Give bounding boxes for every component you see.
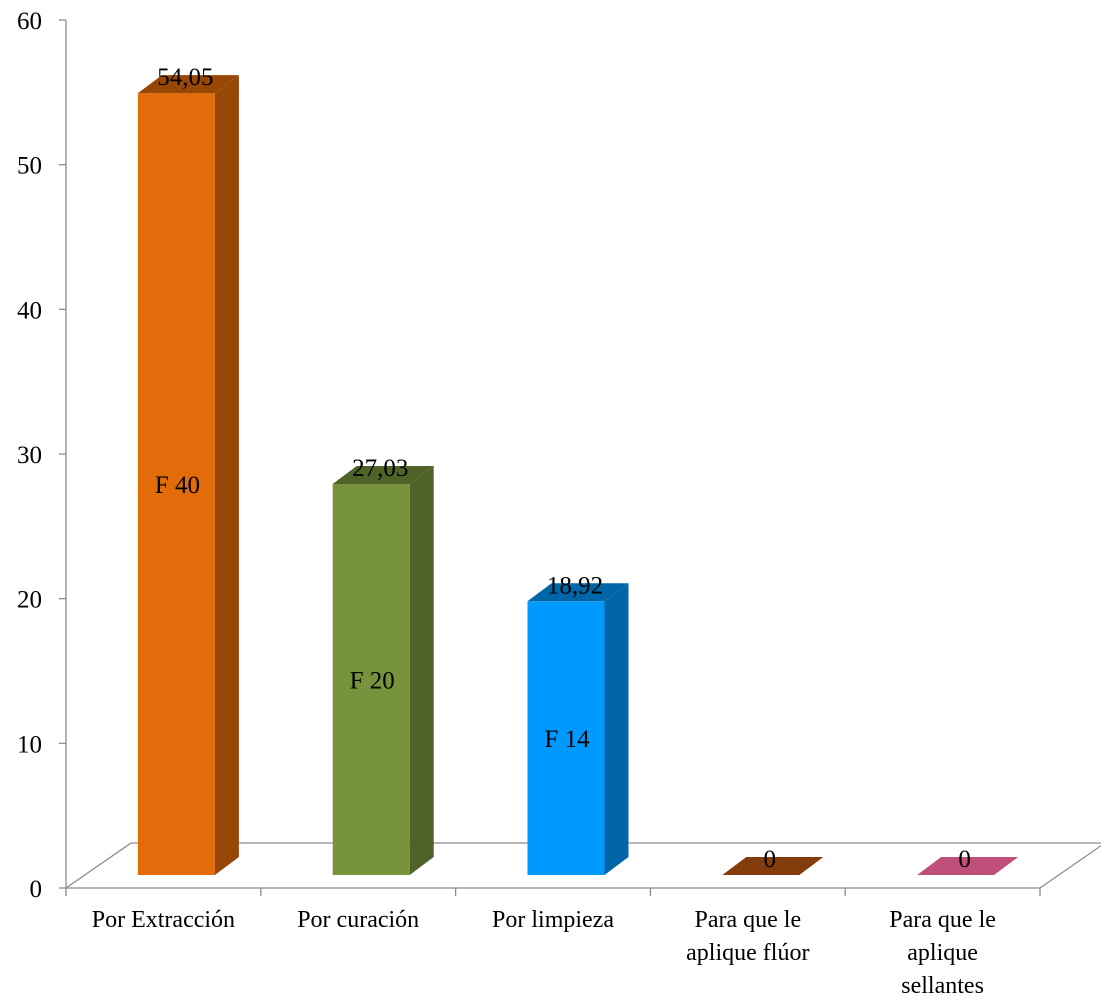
bar: [917, 857, 1019, 875]
data-label: 0: [764, 846, 777, 873]
y-tick-label: 10: [17, 731, 42, 758]
bar-front: [137, 93, 215, 876]
x-tick-label: Por Extracción: [92, 907, 235, 933]
chart-axes: 0 10 20 30 40 50 60: [17, 8, 1041, 903]
bar-top: [137, 75, 239, 94]
data-label: 27,03: [352, 455, 408, 482]
y-tick-label: 0: [30, 876, 43, 903]
bar-top: [527, 583, 629, 602]
bar-inner-label: F 40: [155, 472, 200, 499]
x-tick-label: Para que le: [889, 907, 996, 933]
chart-bars: [137, 75, 1019, 876]
bar: [137, 75, 239, 876]
bar-side: [409, 465, 434, 875]
data-label: 54,05: [157, 64, 213, 91]
y-tick-label: 40: [17, 297, 42, 324]
y-tick-label: 20: [17, 587, 42, 614]
y-tick-label: 30: [17, 442, 42, 469]
x-tick-label: Por curación: [297, 907, 419, 933]
bar-front: [332, 483, 410, 875]
x-tick-label: sellantes: [901, 973, 984, 999]
bar: [332, 465, 434, 875]
bar-top: [332, 465, 434, 484]
bar-top: [722, 857, 824, 875]
bar-inner-label: F 20: [350, 667, 395, 694]
x-tick-label: Para que le: [694, 907, 801, 933]
bar-side: [604, 583, 629, 875]
x-tick-label: aplique flúor: [686, 940, 809, 966]
bar: [527, 583, 629, 875]
chart-labels: 54,05 F 40 Por Extracción 27,03 F 20 Por cura…: [92, 64, 996, 999]
bar-side: [214, 75, 239, 876]
data-label: 0: [958, 846, 971, 873]
x-tick-label: Por limpieza: [492, 907, 614, 933]
bar-inner-label: F 14: [544, 726, 590, 753]
y-tick-label: 60: [17, 8, 42, 35]
x-tick-label: aplique: [907, 940, 978, 966]
bar-front: [527, 601, 605, 875]
data-label: 18,92: [547, 572, 603, 599]
bar: [722, 857, 824, 875]
bar-top: [917, 857, 1019, 875]
y-tick-label: 50: [17, 153, 42, 180]
